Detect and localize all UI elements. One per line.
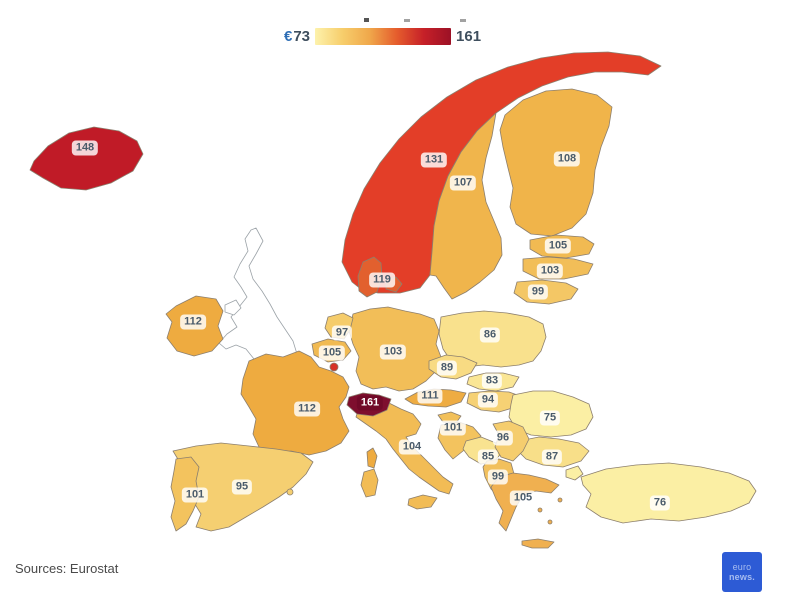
country-united-kingdom[interactable] [218,227,298,378]
legend-tick-mark [460,19,466,22]
value-label-serbia: 96 [492,430,514,446]
country-sweden[interactable] [429,112,503,300]
island-mallorca[interactable] [286,488,294,496]
country-turkey-thrace[interactable] [565,465,584,481]
value-label-ireland: 112 [180,314,206,330]
value-label-turkey: 76 [649,495,671,511]
legend-min-label: €73 [284,28,311,45]
euro-symbol: € [284,28,293,45]
island-sardinia[interactable] [360,468,379,498]
country-norway[interactable] [341,51,662,294]
value-label-estonia: 105 [544,238,572,254]
value-label-lithuania: 99 [527,284,549,300]
euronews-logo-line1: euro [732,562,752,572]
value-label-belgium: 105 [318,345,346,361]
value-label-iceland: 148 [71,140,99,156]
euronews-logo-line2: news. [728,572,755,582]
legend-tick-mark [364,18,369,22]
island-crete[interactable] [521,538,555,549]
value-label-sweden: 107 [449,175,477,191]
sources-attribution: Sources: Eurostat [15,561,119,576]
country-turkey[interactable] [580,462,757,524]
value-label-austria: 111 [417,388,443,404]
island-sicily[interactable] [407,494,438,510]
country-iceland[interactable] [29,126,144,191]
legend-gradient-bar [315,28,452,45]
value-label-albania: 99 [487,469,509,485]
value-label-spain: 95 [231,479,253,495]
greek-island-dot[interactable] [547,519,553,525]
greek-island-dot[interactable] [557,497,563,503]
country-luxembourg[interactable] [329,362,339,372]
greek-island-dot[interactable] [537,507,543,513]
value-label-slovakia: 83 [481,373,503,389]
value-label-portugal: 101 [181,487,209,503]
island-corsica[interactable] [366,447,378,469]
value-label-switzerland: 161 [356,395,384,411]
value-label-norway: 131 [420,152,448,168]
value-label-hungary: 94 [477,392,499,408]
value-label-france: 112 [294,401,320,417]
color-scale-legend: €73 161 [284,28,481,45]
value-label-latvia: 103 [536,263,564,279]
value-label-czechia: 89 [436,360,458,376]
legend-max-label: 161 [456,28,482,45]
value-label-croatia: 101 [439,420,467,436]
value-label-bosnia: 85 [477,449,499,465]
country-northern-ireland[interactable] [224,299,242,316]
legend-tick-mark [404,19,410,22]
value-label-italy: 104 [398,439,426,455]
value-label-finland: 108 [553,151,581,167]
value-label-poland: 86 [479,327,501,343]
value-label-denmark: 119 [369,272,395,288]
value-label-netherlands: 97 [331,325,353,341]
value-label-germany: 103 [379,344,407,360]
value-label-greece: 105 [509,490,537,506]
euronews-logo: euro news. [722,552,762,592]
value-label-romania: 75 [539,410,561,426]
value-label-bulgaria: 87 [541,449,563,465]
